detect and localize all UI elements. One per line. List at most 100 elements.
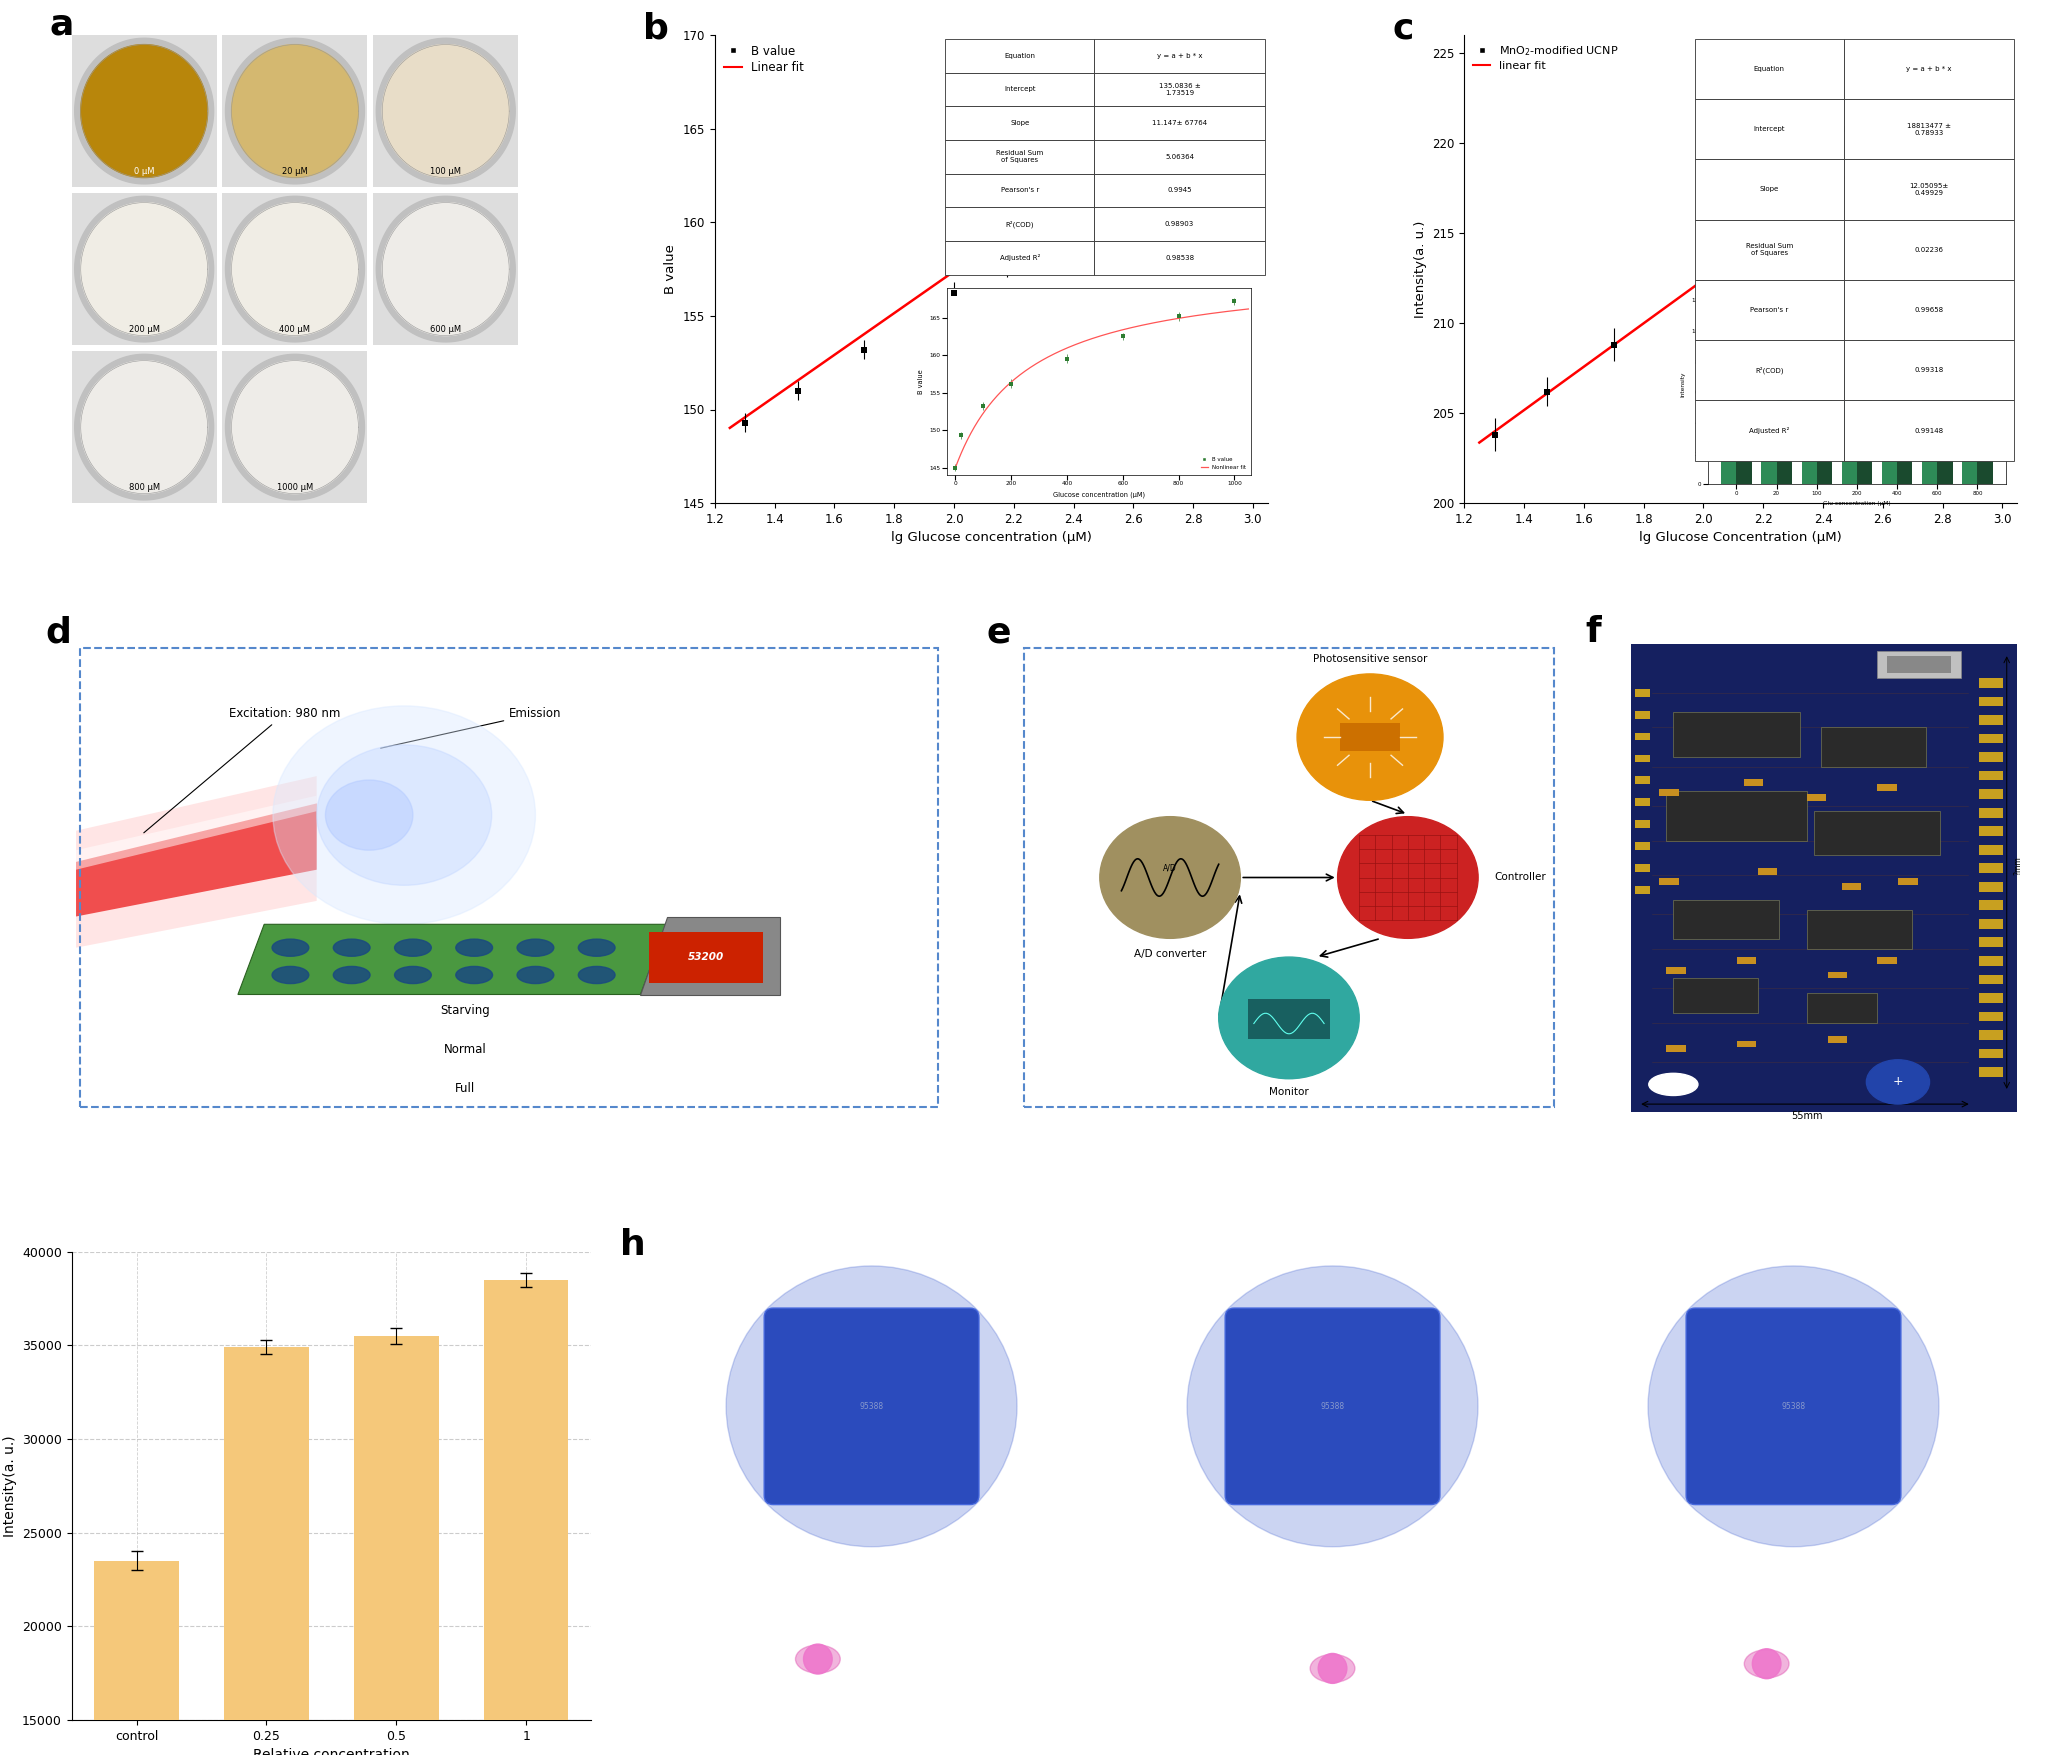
Bar (1898, 878, 1917, 885)
Ellipse shape (334, 939, 371, 956)
Bar (1978, 920, 2003, 928)
Bar (944, 39, 1094, 72)
Ellipse shape (795, 1644, 840, 1673)
Bar (1843, 340, 2015, 400)
Bar (1667, 1046, 1686, 1053)
Bar (1673, 900, 1778, 939)
Bar (1094, 240, 1266, 276)
Bar (1978, 827, 2003, 835)
Bar (1978, 1030, 2003, 1041)
Bar (1978, 714, 2003, 725)
Text: Equation: Equation (1004, 53, 1034, 58)
Bar (1827, 972, 1847, 979)
Text: Monitor: Monitor (1270, 1086, 1309, 1097)
Text: c: c (1393, 12, 1413, 46)
Circle shape (1100, 816, 1241, 939)
linear fit (1567, 360, 1591, 381)
Bar (1673, 713, 1800, 756)
Polygon shape (225, 197, 365, 342)
Bar (1694, 39, 1843, 98)
Ellipse shape (272, 939, 309, 956)
Bar (1978, 770, 2003, 781)
Text: 100 μM: 100 μM (430, 167, 461, 177)
linear fit (1737, 237, 1761, 258)
Bar (1843, 400, 2015, 462)
Text: 18813477 ±
0.78933: 18813477 ± 0.78933 (1907, 123, 1952, 135)
Text: ?mm: ?mm (2013, 856, 2023, 874)
Bar (649, 932, 764, 983)
linear fit (1991, 53, 2015, 74)
Bar (1806, 909, 1913, 949)
Bar (1634, 820, 1651, 828)
X-axis label: lg Glucose Concentration (μM): lg Glucose Concentration (μM) (1640, 532, 1843, 544)
Polygon shape (641, 916, 780, 995)
Text: Full: Full (455, 1083, 475, 1095)
Circle shape (1337, 816, 1479, 939)
Ellipse shape (1745, 1650, 1790, 1678)
Text: 53200: 53200 (688, 953, 725, 962)
Bar (1843, 39, 2015, 98)
Bar (944, 240, 1094, 276)
Bar (1094, 72, 1266, 107)
Text: 95388: 95388 (1321, 1402, 1346, 1411)
Circle shape (803, 1644, 831, 1674)
linear fit (1780, 205, 1804, 226)
Polygon shape (80, 202, 207, 335)
Bar (944, 207, 1094, 240)
Bar (1978, 900, 2003, 911)
Bar (483, 1279, 569, 1755)
Polygon shape (231, 360, 358, 493)
Ellipse shape (457, 967, 494, 983)
Text: 0.98903: 0.98903 (1165, 221, 1194, 226)
Circle shape (1866, 1060, 1929, 1104)
Linear fit (909, 283, 934, 304)
Bar (225, 1348, 309, 1755)
Circle shape (1219, 956, 1360, 1079)
Bar (1806, 795, 1827, 800)
Text: Starving: Starving (440, 1004, 489, 1016)
Polygon shape (383, 44, 510, 177)
Ellipse shape (1188, 1265, 1479, 1546)
Bar (1094, 140, 1266, 174)
Text: 0.99658: 0.99658 (1915, 307, 1944, 312)
Linear fit (1092, 156, 1116, 177)
Text: 20 μM: 20 μM (283, 167, 307, 177)
Bar (1659, 878, 1679, 885)
linear fit (1466, 432, 1491, 453)
Text: 95388: 95388 (1782, 1402, 1806, 1411)
Bar (1888, 656, 1950, 674)
Ellipse shape (578, 939, 614, 956)
Polygon shape (76, 804, 317, 916)
Linear fit (717, 418, 741, 439)
Bar (1737, 1041, 1757, 1048)
Text: 95388: 95388 (860, 1402, 883, 1411)
Text: Adjusted R²: Adjusted R² (1749, 426, 1790, 433)
Circle shape (1753, 1648, 1782, 1680)
Ellipse shape (272, 706, 535, 925)
Bar (1737, 956, 1757, 963)
Polygon shape (74, 355, 213, 500)
Bar (1843, 160, 2015, 219)
Bar (1978, 993, 2003, 1002)
Bar (80, 648, 938, 1107)
Polygon shape (76, 795, 317, 870)
Bar (1634, 842, 1651, 849)
Bar (1841, 883, 1862, 890)
Bar (1694, 279, 1843, 340)
Bar (1249, 999, 1329, 1039)
Text: A/D converter: A/D converter (1135, 949, 1206, 958)
Text: A/D: A/D (1163, 863, 1178, 872)
Bar (1634, 886, 1651, 893)
Bar (1634, 688, 1651, 697)
Bar (1978, 863, 2003, 874)
Bar (1659, 790, 1679, 797)
Bar (1694, 98, 1843, 160)
Bar (1876, 784, 1896, 792)
Bar (1094, 174, 1266, 207)
Text: a: a (49, 7, 74, 40)
Ellipse shape (516, 967, 553, 983)
Bar (1978, 734, 2003, 744)
X-axis label: Relative concentration: Relative concentration (254, 1748, 410, 1755)
Ellipse shape (272, 967, 309, 983)
Bar (1843, 279, 2015, 340)
